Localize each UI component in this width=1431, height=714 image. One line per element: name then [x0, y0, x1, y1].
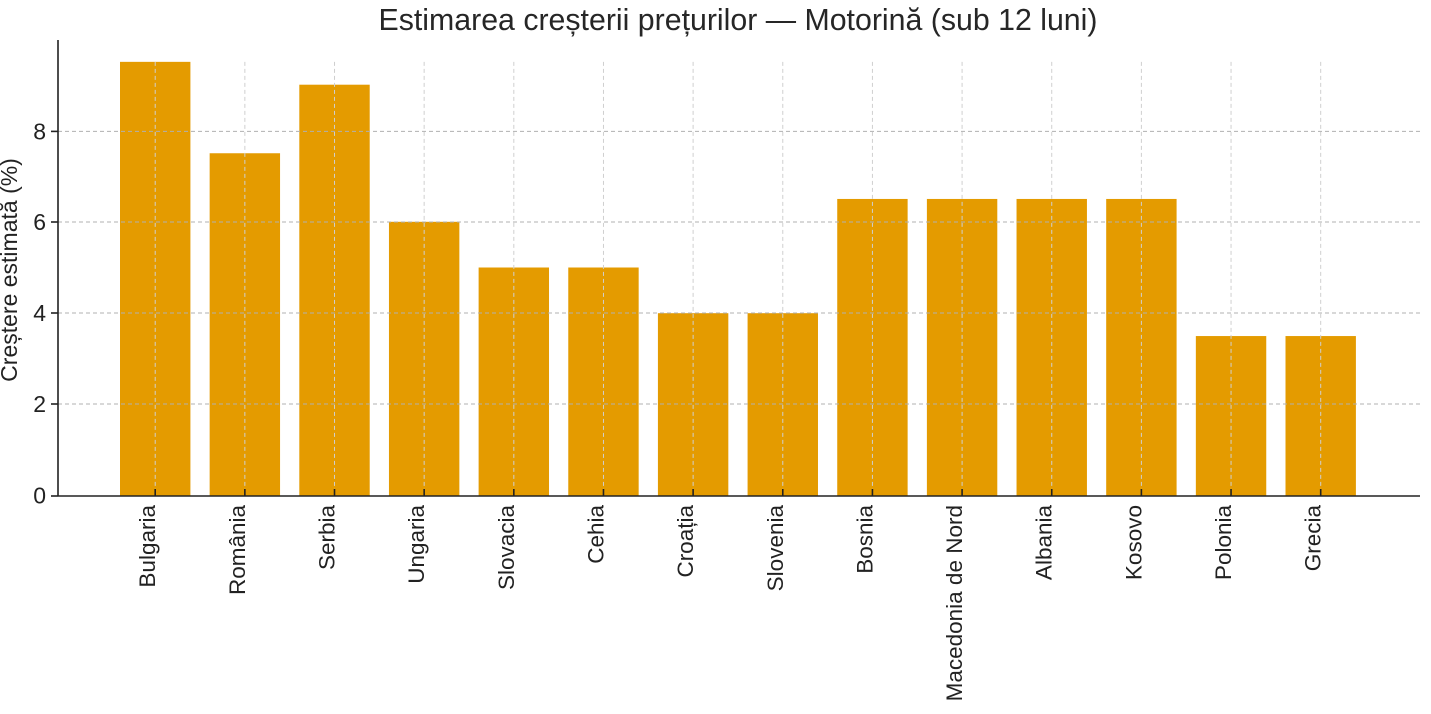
- svg-text:Grecia: Grecia: [1301, 505, 1326, 572]
- svg-text:Slovenia: Slovenia: [763, 505, 788, 592]
- svg-text:Serbia: Serbia: [315, 505, 340, 571]
- svg-text:Estimarea creșterii prețurilor: Estimarea creșterii prețurilor — Motorin…: [379, 4, 1098, 37]
- svg-text:Kosovo: Kosovo: [1121, 505, 1146, 580]
- svg-text:Polonia: Polonia: [1211, 505, 1236, 581]
- svg-text:0: 0: [33, 483, 46, 509]
- svg-text:Albania: Albania: [1032, 505, 1057, 581]
- svg-text:Ungaria: Ungaria: [404, 505, 429, 584]
- svg-text:Cehia: Cehia: [583, 505, 608, 564]
- svg-text:România: România: [225, 505, 250, 596]
- svg-text:6: 6: [33, 209, 46, 235]
- svg-text:8: 8: [33, 118, 46, 144]
- svg-text:2: 2: [33, 391, 46, 417]
- svg-text:Croația: Croația: [673, 505, 698, 578]
- svg-text:4: 4: [33, 300, 46, 326]
- svg-text:Macedonia de Nord: Macedonia de Nord: [942, 505, 967, 701]
- svg-text:Bosnia: Bosnia: [852, 505, 877, 574]
- svg-text:Slovacia: Slovacia: [494, 505, 519, 591]
- svg-text:Bulgaria: Bulgaria: [135, 505, 160, 588]
- svg-text:Creștere estimată (%): Creștere estimată (%): [0, 158, 22, 382]
